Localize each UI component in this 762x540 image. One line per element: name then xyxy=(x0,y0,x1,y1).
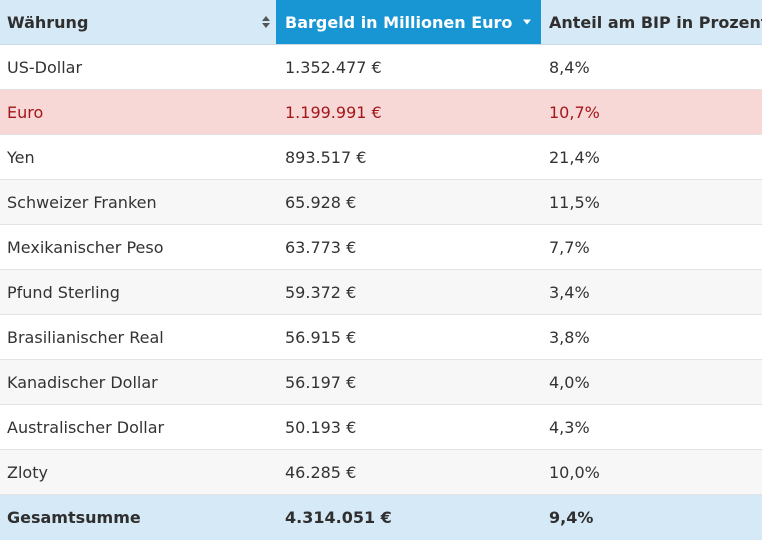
cell-currency: Schweizer Franken xyxy=(7,192,157,212)
table-row: Kanadischer Dollar 56.197 € 4,0% xyxy=(0,360,762,405)
cell-currency: Brasilianischer Real xyxy=(7,327,164,347)
cell-gdp-share: 21,4% xyxy=(549,147,600,167)
column-header-waehrung[interactable]: Währung xyxy=(0,0,276,44)
table-row: Zloty 46.285 € 10,0% xyxy=(0,450,762,495)
cell-currency: Mexikanischer Peso xyxy=(7,237,164,257)
column-header-bargeld[interactable]: Bargeld in Millionen Euro xyxy=(276,0,541,44)
cell-currency: US-Dollar xyxy=(7,57,83,77)
cell-gdp-share: 3,8% xyxy=(549,327,590,347)
cell-gdp-share: 10,7% xyxy=(549,102,600,122)
cell-cash: 56.915 € xyxy=(285,327,357,347)
cell-currency: Australischer Dollar xyxy=(7,417,165,437)
cell-currency: Euro xyxy=(7,102,44,122)
column-header-anteil[interactable]: Anteil am BIP in Prozent xyxy=(541,0,762,44)
cell-currency: Kanadischer Dollar xyxy=(7,372,158,392)
total-label: Gesamtsumme xyxy=(7,508,141,527)
cell-cash: 59.372 € xyxy=(285,282,357,302)
cell-gdp-share: 7,7% xyxy=(549,237,590,257)
table-total-row: Gesamtsumme 4.314.051 € 9,4% xyxy=(0,495,762,540)
cell-gdp-share: 8,4% xyxy=(549,57,590,77)
total-cash: 4.314.051 € xyxy=(285,508,392,527)
cell-gdp-share: 10,0% xyxy=(549,462,600,482)
sort-both-icon[interactable] xyxy=(262,16,270,28)
table-row-highlighted: Euro 1.199.991 € 10,7% xyxy=(0,90,762,135)
cell-gdp-share: 3,4% xyxy=(549,282,590,302)
cell-currency: Yen xyxy=(7,147,35,167)
cell-cash: 65.928 € xyxy=(285,192,357,212)
table-header-row: Währung Bargeld in Millionen Euro Anteil… xyxy=(0,0,762,45)
column-header-label: Bargeld in Millionen Euro xyxy=(285,12,513,32)
total-gdp-share: 9,4% xyxy=(549,508,594,527)
cell-cash: 1.352.477 € xyxy=(285,57,382,77)
cell-cash: 56.197 € xyxy=(285,372,357,392)
cell-cash: 1.199.991 € xyxy=(285,102,382,122)
table-row: Pfund Sterling 59.372 € 3,4% xyxy=(0,270,762,315)
table-row: Schweizer Franken 65.928 € 11,5% xyxy=(0,180,762,225)
cell-cash: 50.193 € xyxy=(285,417,357,437)
cell-gdp-share: 4,3% xyxy=(549,417,590,437)
table-row: Brasilianischer Real 56.915 € 3,8% xyxy=(0,315,762,360)
cell-cash: 893.517 € xyxy=(285,147,367,167)
cell-currency: Zloty xyxy=(7,462,48,482)
cell-cash: 63.773 € xyxy=(285,237,357,257)
column-header-label: Anteil am BIP in Prozent xyxy=(549,12,762,32)
table-row: Mexikanischer Peso 63.773 € 7,7% xyxy=(0,225,762,270)
table-row: US-Dollar 1.352.477 € 8,4% xyxy=(0,45,762,90)
table-row: Yen 893.517 € 21,4% xyxy=(0,135,762,180)
cell-currency: Pfund Sterling xyxy=(7,282,120,302)
cell-gdp-share: 4,0% xyxy=(549,372,590,392)
cell-gdp-share: 11,5% xyxy=(549,192,600,212)
column-header-label: Währung xyxy=(7,12,89,32)
cell-cash: 46.285 € xyxy=(285,462,357,482)
sort-desc-icon[interactable] xyxy=(523,19,531,25)
table-row: Australischer Dollar 50.193 € 4,3% xyxy=(0,405,762,450)
